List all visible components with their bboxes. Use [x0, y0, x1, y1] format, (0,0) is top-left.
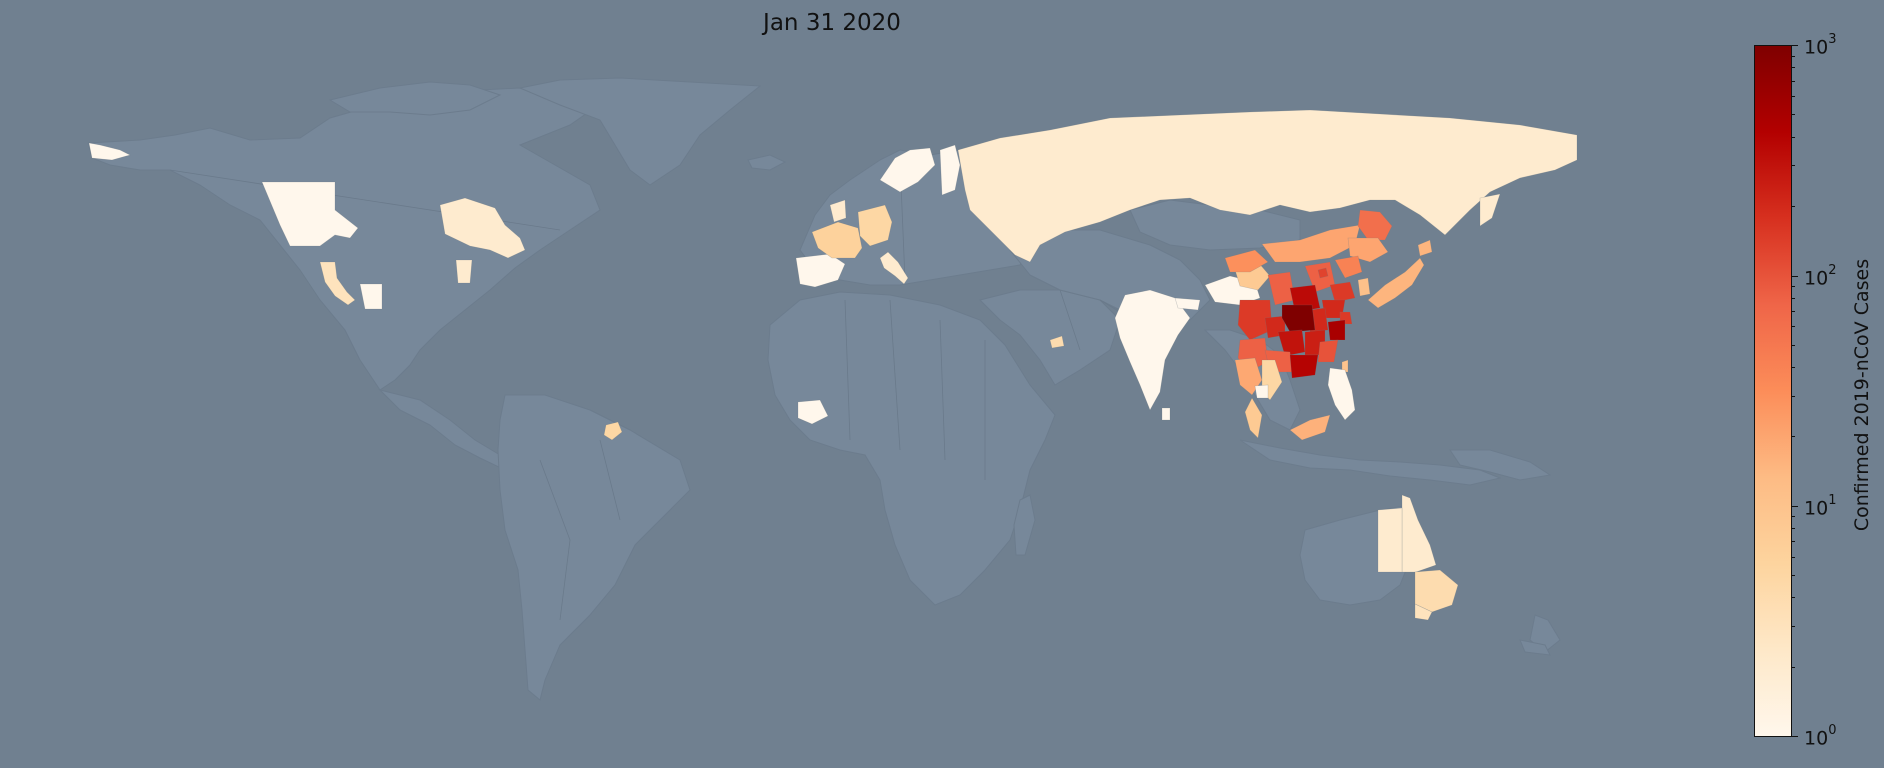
land-antarctic-frag	[1519, 639, 1551, 656]
colorbar-minor-tick	[1792, 626, 1795, 628]
land-new-guinea	[1449, 449, 1552, 481]
colorbar-label: Confirmed 2019-nCoV Cases	[1851, 258, 1873, 532]
region-uae	[1049, 335, 1065, 349]
colorbar-minor-tick	[1792, 96, 1795, 98]
region-spain	[795, 253, 846, 288]
region-china-sichuan	[1237, 299, 1273, 341]
land-arctic-islands	[328, 81, 502, 116]
colorbar-tick-label: 102	[1804, 263, 1837, 290]
colorbar-minor-tick	[1792, 326, 1795, 328]
colorbar-minor-tick	[1792, 297, 1795, 299]
region-australia-nsw	[1414, 569, 1459, 613]
land-indonesia	[1239, 439, 1502, 486]
colorbar-minor-tick	[1792, 285, 1795, 287]
colorbar-minor-tick	[1792, 516, 1795, 518]
region-sri-lanka	[1161, 407, 1171, 421]
colorbar-minor-tick	[1792, 311, 1795, 312]
colorbar-minor-tick	[1792, 55, 1795, 57]
region-china-zhejiang	[1327, 319, 1346, 341]
region-germany	[857, 204, 893, 247]
colorbar-minor-tick	[1792, 527, 1795, 529]
region-illinois	[455, 259, 473, 284]
colorbar-minor-tick	[1792, 67, 1795, 69]
land-new-zealand	[1529, 614, 1561, 653]
region-china-fujian	[1317, 339, 1339, 363]
land-madagascar	[1013, 494, 1036, 556]
region-china-liaoning	[1334, 255, 1363, 279]
region-china-hubei	[1281, 304, 1316, 333]
region-australia-victoria	[1414, 603, 1433, 621]
colorbar-minor-tick	[1792, 436, 1795, 438]
colorbar-gradient	[1754, 45, 1792, 737]
region-washington-state	[359, 283, 383, 310]
region-russia	[957, 109, 1578, 263]
land-middle-east	[979, 289, 1121, 386]
region-nepal	[1174, 297, 1201, 311]
region-china-guangdong	[1289, 354, 1319, 379]
affected-regions-layer	[88, 109, 1578, 621]
colorbar-tick	[1792, 45, 1798, 46]
colorbar-minor-tick	[1792, 205, 1795, 207]
region-south-korea	[1357, 277, 1371, 297]
region-alaska	[88, 142, 131, 161]
region-china-gansu	[1224, 249, 1269, 273]
region-japan	[1367, 257, 1425, 309]
region-caribbean	[603, 421, 623, 441]
land-iceland	[747, 154, 787, 171]
colorbar: 103 102 101 100	[1754, 33, 1884, 750]
region-taiwan	[1341, 359, 1349, 373]
colorbar-minor-tick	[1792, 165, 1795, 167]
region-california	[319, 261, 356, 306]
region-cambodia	[1254, 384, 1269, 399]
region-ontario	[439, 197, 526, 259]
region-france	[811, 221, 863, 259]
region-british-columbia	[261, 181, 359, 247]
colorbar-minor-tick	[1792, 666, 1795, 668]
region-australia-queensland	[1401, 494, 1437, 573]
land-greenland	[518, 77, 762, 186]
colorbar-minor-tick	[1792, 395, 1795, 397]
colorbar-minor-tick	[1792, 366, 1795, 368]
land-south-america	[497, 394, 691, 701]
region-italy	[879, 251, 909, 285]
region-ivory-coast	[797, 399, 829, 425]
colorbar-minor-tick	[1792, 575, 1795, 576]
region-singapore	[1289, 414, 1331, 441]
colorbar-minor-tick	[1792, 114, 1795, 116]
region-russia-east	[1479, 193, 1501, 227]
region-japan-hokkaido	[1417, 239, 1433, 257]
region-philippines	[1327, 367, 1356, 421]
landmass-layer	[87, 77, 1561, 701]
colorbar-tick-label: 103	[1804, 32, 1837, 59]
colorbar-minor-tick	[1792, 597, 1795, 599]
world-map	[87, 77, 1578, 701]
colorbar-minor-tick	[1792, 344, 1795, 346]
colorbar-tick	[1792, 506, 1798, 507]
colorbar-minor-tick	[1792, 556, 1795, 558]
region-malaysia	[1244, 397, 1263, 439]
map-title: Jan 31 2020	[763, 10, 901, 36]
land-central-america	[378, 389, 516, 471]
colorbar-tick-label: 101	[1804, 493, 1837, 520]
region-china-heilongjiang	[1357, 209, 1393, 241]
land-africa	[767, 291, 1056, 606]
region-australia-nt	[1377, 507, 1403, 573]
region-china-beijing	[1317, 267, 1329, 279]
colorbar-tick	[1792, 276, 1798, 277]
colorbar-minor-tick	[1792, 541, 1795, 543]
region-finland	[939, 144, 961, 196]
region-sweden	[879, 147, 936, 193]
region-china-shandong	[1329, 281, 1356, 303]
land-north-america	[87, 87, 602, 391]
colorbar-tick-label: 100	[1804, 723, 1837, 750]
colorbar-tick	[1792, 736, 1798, 737]
region-uk	[829, 199, 847, 223]
colorbar-minor-tick	[1792, 136, 1795, 138]
colorbar-minor-tick	[1792, 80, 1795, 82]
